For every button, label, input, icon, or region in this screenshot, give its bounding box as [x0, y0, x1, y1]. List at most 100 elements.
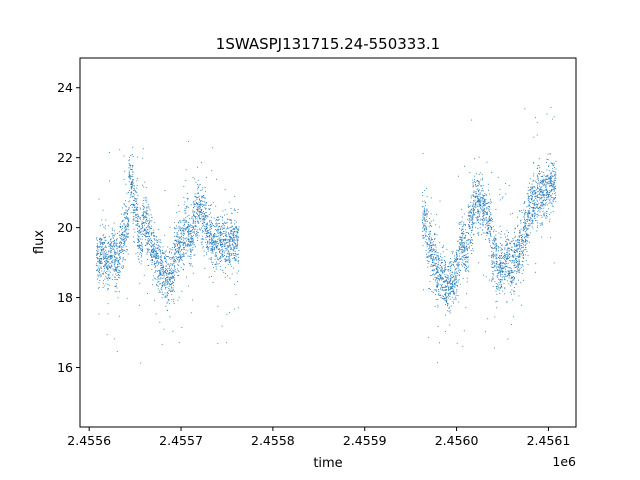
data-point	[426, 221, 428, 223]
data-point	[486, 219, 488, 221]
data-point	[173, 263, 175, 264]
data-point	[499, 284, 501, 285]
data-point	[105, 258, 107, 260]
data-point	[171, 263, 173, 265]
data-point	[427, 252, 429, 254]
data-point	[472, 179, 474, 181]
data-point	[447, 303, 449, 305]
data-point	[464, 165, 466, 167]
data-point	[170, 262, 172, 264]
data-point	[442, 287, 443, 288]
data-point	[104, 242, 105, 243]
data-point	[153, 299, 155, 301]
data-point	[229, 220, 231, 221]
data-point	[128, 218, 130, 220]
data-point	[532, 213, 534, 215]
data-point	[485, 224, 487, 226]
data-point	[526, 218, 528, 220]
data-point	[228, 250, 230, 252]
data-point	[197, 237, 198, 239]
data-point	[105, 240, 107, 242]
data-point	[234, 220, 236, 221]
data-point	[513, 262, 515, 264]
data-point	[137, 245, 139, 247]
data-point	[142, 226, 144, 228]
data-point	[466, 266, 467, 268]
data-point	[108, 245, 110, 247]
data-point	[466, 293, 468, 295]
data-point	[99, 273, 101, 275]
data-point	[466, 257, 468, 259]
data-point	[532, 220, 534, 222]
data-point	[106, 257, 108, 259]
data-point	[129, 165, 131, 167]
data-point	[102, 248, 104, 250]
data-point	[100, 251, 102, 253]
data-point	[521, 239, 523, 241]
data-point	[234, 231, 236, 233]
data-point	[468, 233, 469, 234]
data-point	[482, 216, 484, 218]
data-point	[482, 203, 484, 205]
data-point	[106, 263, 108, 265]
data-point	[450, 276, 452, 278]
data-point	[184, 241, 186, 243]
data-point	[220, 240, 222, 242]
data-point	[456, 263, 458, 265]
data-point	[477, 197, 479, 199]
data-point	[156, 255, 158, 257]
data-point	[172, 330, 174, 332]
data-point	[235, 258, 237, 260]
data-point	[476, 201, 478, 203]
data-point	[425, 228, 427, 229]
data-point	[515, 227, 517, 229]
data-point	[145, 244, 147, 246]
data-point	[116, 287, 118, 289]
data-point	[172, 282, 174, 284]
data-point	[109, 257, 111, 259]
data-point	[179, 236, 181, 238]
data-point	[234, 229, 236, 231]
data-point	[526, 251, 528, 253]
data-point	[233, 247, 235, 249]
data-point	[167, 277, 169, 279]
data-point	[504, 293, 506, 295]
data-point	[126, 217, 128, 219]
data-point	[437, 285, 439, 286]
data-point	[472, 186, 474, 188]
data-point	[198, 222, 200, 224]
data-point	[501, 286, 503, 288]
data-point	[103, 265, 105, 267]
data-point	[456, 254, 458, 256]
data-point	[143, 206, 145, 208]
data-point	[495, 255, 497, 257]
data-point	[144, 211, 145, 213]
data-point	[168, 267, 170, 269]
data-point	[144, 199, 146, 201]
data-point	[518, 266, 519, 268]
data-point	[483, 198, 485, 200]
data-point	[98, 261, 100, 263]
data-point	[236, 230, 238, 232]
data-point	[168, 290, 170, 292]
data-point	[131, 182, 133, 184]
data-point	[139, 229, 141, 231]
data-point	[478, 203, 480, 205]
data-point	[162, 274, 164, 276]
data-point	[495, 264, 497, 266]
data-point	[150, 242, 152, 244]
data-point	[492, 278, 494, 280]
data-point	[498, 270, 500, 272]
data-point	[169, 269, 171, 271]
data-point	[442, 251, 444, 253]
data-point	[167, 263, 169, 265]
data-point	[210, 223, 211, 225]
data-point	[501, 269, 502, 271]
data-point	[152, 256, 154, 258]
data-point	[134, 190, 136, 192]
data-point	[161, 283, 163, 284]
data-point	[178, 227, 180, 229]
data-point	[196, 183, 198, 185]
data-point	[167, 263, 169, 265]
data-point	[437, 277, 438, 279]
